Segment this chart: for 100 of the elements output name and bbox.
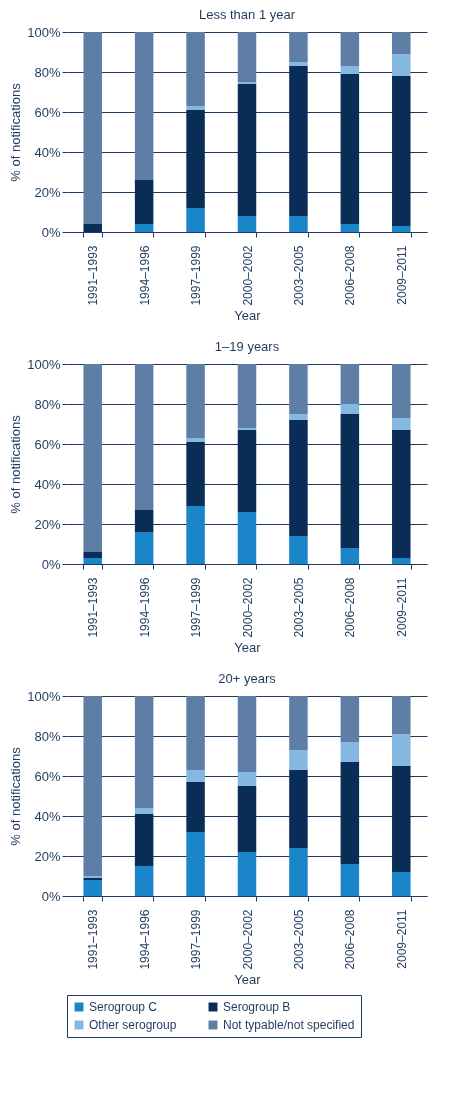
- y-tick-label: 60%: [34, 436, 61, 452]
- bar: [186, 770, 205, 782]
- bar: [340, 762, 360, 864]
- x-axis-title: Year: [234, 307, 262, 323]
- bar: [289, 420, 308, 536]
- bar: [186, 696, 205, 770]
- bar: [340, 224, 360, 232]
- chart-title: 1–19 years: [214, 339, 280, 354]
- bar: [289, 696, 308, 750]
- bar: [134, 814, 154, 866]
- x-tick-label: 2003–2005: [291, 245, 306, 306]
- x-tick-label: 2000–2002: [240, 577, 255, 638]
- legend-label: Serogroup B: [223, 1000, 291, 1014]
- bar: [134, 364, 154, 510]
- bar: [392, 418, 411, 430]
- x-tick-label: 2006–2008: [343, 245, 358, 306]
- x-tick-label: 1997–1999: [189, 909, 204, 970]
- bar: [289, 414, 308, 420]
- bar: [289, 32, 308, 62]
- y-tick-label: 60%: [34, 104, 61, 120]
- x-tick-label: 2003–2005: [291, 577, 306, 638]
- bar: [289, 536, 308, 564]
- bar: [289, 770, 308, 848]
- y-tick-label: 40%: [34, 476, 61, 492]
- bar: [340, 864, 360, 896]
- bar: [289, 364, 308, 414]
- bar: [237, 84, 257, 216]
- bar: [83, 696, 102, 876]
- bar: [186, 438, 205, 442]
- bar: [340, 404, 360, 414]
- bar: [186, 442, 205, 506]
- bar: [83, 880, 102, 896]
- bar: [186, 32, 205, 106]
- bar: [237, 512, 257, 564]
- bar: [83, 558, 102, 564]
- y-tick-label: 20%: [34, 848, 61, 864]
- x-tick-label: 2009–2011: [394, 245, 409, 305]
- bar: [340, 414, 360, 548]
- y-tick-label: 80%: [34, 396, 61, 412]
- y-tick-label: 100%: [27, 688, 61, 704]
- y-tick-label: 20%: [34, 184, 61, 200]
- bar: [392, 734, 411, 766]
- y-tick-label: 20%: [34, 516, 61, 532]
- x-tick-label: 2009–2011: [394, 577, 409, 637]
- x-tick-label: 1997–1999: [189, 245, 204, 306]
- x-tick-label: 1994–1996: [137, 909, 152, 970]
- bar: [237, 364, 257, 428]
- bar: [392, 226, 411, 232]
- bar: [340, 696, 360, 742]
- x-axis-title: Year: [234, 971, 262, 987]
- bar: [392, 54, 411, 76]
- y-tick-label: 40%: [34, 808, 61, 824]
- bar: [392, 696, 411, 734]
- x-tick-label: 2009–2011: [394, 909, 409, 969]
- bar: [289, 66, 308, 216]
- bar: [237, 430, 257, 512]
- bar: [134, 532, 154, 564]
- x-axis-title: Year: [234, 639, 262, 655]
- bar: [134, 180, 154, 224]
- y-tick-label: 80%: [34, 64, 61, 80]
- y-tick-label: 100%: [27, 356, 61, 372]
- bar: [340, 66, 360, 74]
- bar: [392, 872, 411, 896]
- bar: [340, 364, 360, 404]
- bar: [134, 32, 154, 180]
- bar: [83, 364, 102, 552]
- legend-label: Not typable/not specified: [223, 1018, 355, 1032]
- x-tick-label: 2006–2008: [343, 909, 358, 970]
- chart-title: 20+ years: [218, 671, 277, 686]
- x-tick-label: 2000–2002: [240, 245, 255, 306]
- y-axis-title: % of notifications: [8, 82, 24, 182]
- legend-label: Serogroup C: [89, 1000, 158, 1014]
- bar: [186, 364, 205, 438]
- bar: [289, 848, 308, 896]
- bar: [392, 766, 411, 872]
- y-axis-title: % of notifications: [8, 746, 24, 846]
- bar: [392, 76, 411, 226]
- bar: [340, 742, 360, 762]
- legend-label: Other serogroup: [89, 1018, 177, 1032]
- bar: [237, 696, 257, 772]
- bar: [186, 506, 205, 564]
- bar: [237, 772, 257, 786]
- bar: [186, 106, 205, 110]
- x-tick-label: 1994–1996: [137, 577, 152, 638]
- y-tick-label: 80%: [34, 728, 61, 744]
- bar: [340, 32, 360, 66]
- y-tick-label: 60%: [34, 768, 61, 784]
- bar: [134, 866, 154, 896]
- x-tick-label: 1991–1993: [86, 909, 101, 970]
- bar: [134, 510, 154, 532]
- bar: [392, 430, 411, 558]
- y-tick-label: 100%: [27, 24, 61, 40]
- x-tick-label: 2006–2008: [343, 577, 358, 638]
- bar: [186, 832, 205, 896]
- bar: [289, 216, 308, 232]
- y-axis-title: % of notifications: [8, 414, 24, 514]
- y-tick-label: 0%: [41, 556, 61, 572]
- bar: [186, 782, 205, 832]
- bar: [83, 32, 102, 224]
- bar: [186, 208, 205, 232]
